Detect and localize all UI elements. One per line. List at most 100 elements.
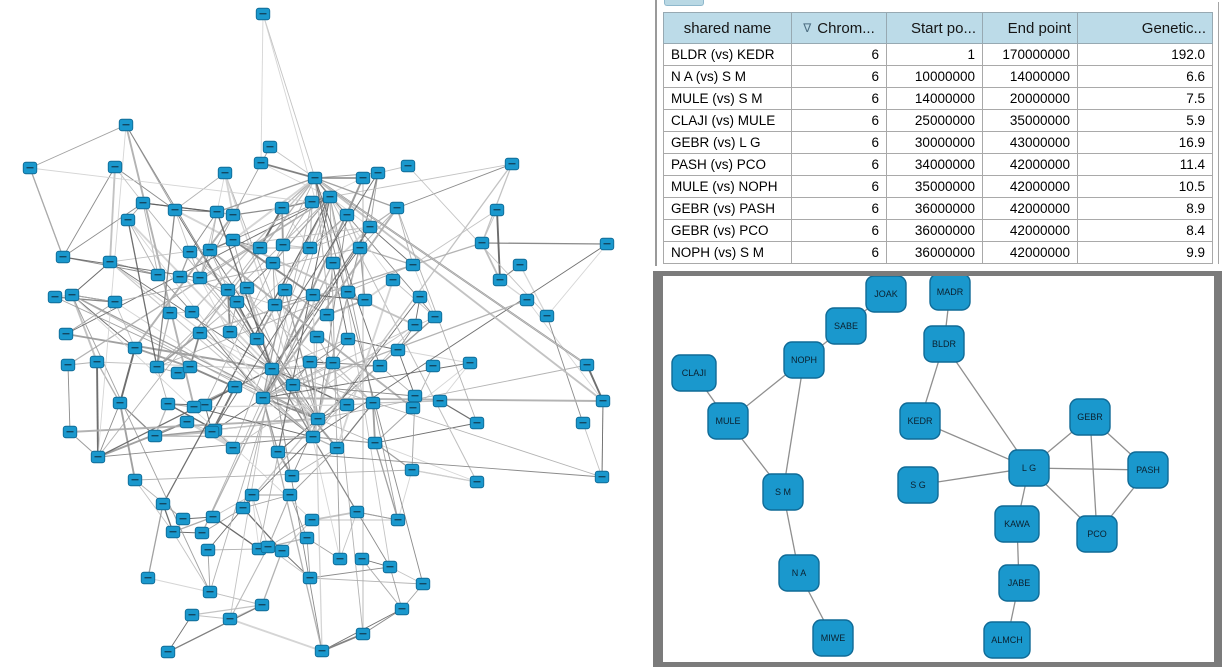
table-row[interactable]: BLDR (vs) KEDR 6 1 170000000 192.0 — [663, 43, 1213, 66]
dense-node[interactable] — [407, 389, 423, 403]
dense-node[interactable] — [107, 160, 123, 174]
dense-node[interactable] — [415, 577, 431, 591]
dense-node[interactable] — [244, 488, 260, 502]
node-s-g[interactable]: S G — [897, 466, 939, 504]
dense-node[interactable] — [539, 309, 555, 323]
dense-node[interactable] — [274, 201, 290, 215]
dense-node[interactable] — [149, 360, 165, 374]
dense-node[interactable] — [325, 356, 341, 370]
dense-node[interactable] — [55, 250, 71, 264]
dense-node[interactable] — [362, 220, 378, 234]
dense-node[interactable] — [202, 585, 218, 599]
dense-node[interactable] — [349, 505, 365, 519]
table-row[interactable]: GEBR (vs) PASH 6 36000000 42000000 8.9 — [663, 197, 1213, 220]
node-kedr[interactable]: KEDR — [899, 402, 941, 440]
table-row[interactable]: MULE (vs) S M 6 14000000 20000000 7.5 — [663, 87, 1213, 110]
dense-node[interactable] — [302, 241, 318, 255]
dense-node[interactable] — [225, 233, 241, 247]
dense-node[interactable] — [400, 159, 416, 173]
dense-node[interactable] — [225, 208, 241, 222]
dense-node[interactable] — [405, 258, 421, 272]
dense-node[interactable] — [385, 273, 401, 287]
node-claji[interactable]: CLAJI — [671, 354, 717, 392]
dense-node[interactable] — [102, 255, 118, 269]
dense-node[interactable] — [192, 271, 208, 285]
dense-node[interactable] — [165, 525, 181, 539]
dense-node[interactable] — [579, 358, 595, 372]
dense-node[interactable] — [209, 205, 225, 219]
dense-node[interactable] — [575, 416, 591, 430]
dense-node[interactable] — [222, 612, 238, 626]
table-row[interactable]: MULE (vs) NOPH 6 35000000 42000000 10.5 — [663, 175, 1213, 198]
dense-node[interactable] — [127, 341, 143, 355]
node-pash[interactable]: PASH — [1127, 451, 1169, 489]
dense-node[interactable] — [332, 552, 348, 566]
dense-node[interactable] — [432, 394, 448, 408]
node-mule[interactable]: MULE — [707, 402, 749, 440]
dense-node[interactable] — [118, 118, 134, 132]
dense-node[interactable] — [390, 513, 406, 527]
dense-node[interactable] — [192, 326, 208, 340]
dense-node[interactable] — [135, 196, 151, 210]
node-joak[interactable]: JOAK — [865, 276, 907, 313]
dense-node[interactable] — [249, 332, 265, 346]
node-noph[interactable]: NOPH — [783, 341, 825, 379]
dense-node[interactable] — [172, 270, 188, 284]
dense-node[interactable] — [489, 203, 505, 217]
dense-node[interactable] — [179, 415, 195, 429]
dense-node[interactable] — [285, 378, 301, 392]
dense-node[interactable] — [277, 283, 293, 297]
column-header-start-po-[interactable]: Start po... — [886, 12, 983, 44]
dense-node[interactable] — [186, 400, 202, 414]
node-l-g[interactable]: L G — [1008, 449, 1050, 487]
dense-node[interactable] — [304, 195, 320, 209]
dense-node[interactable] — [254, 598, 270, 612]
dense-node[interactable] — [314, 644, 330, 658]
dense-node[interactable] — [267, 298, 283, 312]
table-row[interactable]: CLAJI (vs) MULE 6 25000000 35000000 5.9 — [663, 109, 1213, 132]
dense-node[interactable] — [155, 497, 171, 511]
dense-node[interactable] — [357, 293, 373, 307]
dense-node[interactable] — [47, 290, 63, 304]
dense-node[interactable] — [160, 645, 176, 659]
dense-node[interactable] — [492, 273, 508, 287]
dense-node[interactable] — [147, 429, 163, 443]
dense-node[interactable] — [367, 436, 383, 450]
dense-network-canvas[interactable] — [0, 0, 655, 669]
dense-node[interactable] — [62, 425, 78, 439]
dense-node[interactable] — [127, 473, 143, 487]
dense-node[interactable] — [60, 358, 76, 372]
dense-node[interactable] — [260, 540, 276, 554]
dense-node[interactable] — [372, 359, 388, 373]
filter-funnel-icon[interactable]: ∇ — [803, 20, 812, 35]
dense-node[interactable] — [302, 571, 318, 585]
table-row[interactable]: NOPH (vs) S M 6 36000000 42000000 9.9 — [663, 241, 1213, 264]
dense-node[interactable] — [355, 171, 371, 185]
dense-node[interactable] — [264, 362, 280, 376]
node-gebr[interactable]: GEBR — [1069, 398, 1111, 436]
dense-node[interactable] — [404, 463, 420, 477]
dense-node[interactable] — [469, 475, 485, 489]
scrollbar-thumb-fragment[interactable] — [664, 0, 704, 6]
dense-node[interactable] — [504, 157, 520, 171]
dense-node[interactable] — [202, 243, 218, 257]
dense-node[interactable] — [255, 7, 271, 21]
dense-node[interactable] — [469, 416, 485, 430]
dense-node[interactable] — [305, 288, 321, 302]
node-n-a[interactable]: N A — [778, 554, 820, 592]
column-header-shared-name[interactable]: shared name — [663, 12, 792, 44]
dense-node[interactable] — [352, 241, 368, 255]
dense-node[interactable] — [462, 356, 478, 370]
table-row[interactable]: GEBR (vs) L G 6 30000000 43000000 16.9 — [663, 131, 1213, 154]
dense-node[interactable] — [302, 355, 318, 369]
node-sabe[interactable]: SABE — [825, 307, 867, 345]
dense-node[interactable] — [140, 571, 156, 585]
dense-node[interactable] — [160, 397, 176, 411]
dense-node[interactable] — [225, 441, 241, 455]
dense-node[interactable] — [474, 236, 490, 250]
dense-node[interactable] — [200, 543, 216, 557]
dense-node[interactable] — [274, 544, 290, 558]
dense-node[interactable] — [394, 602, 410, 616]
dense-node[interactable] — [204, 425, 220, 439]
dense-node[interactable] — [307, 171, 323, 185]
